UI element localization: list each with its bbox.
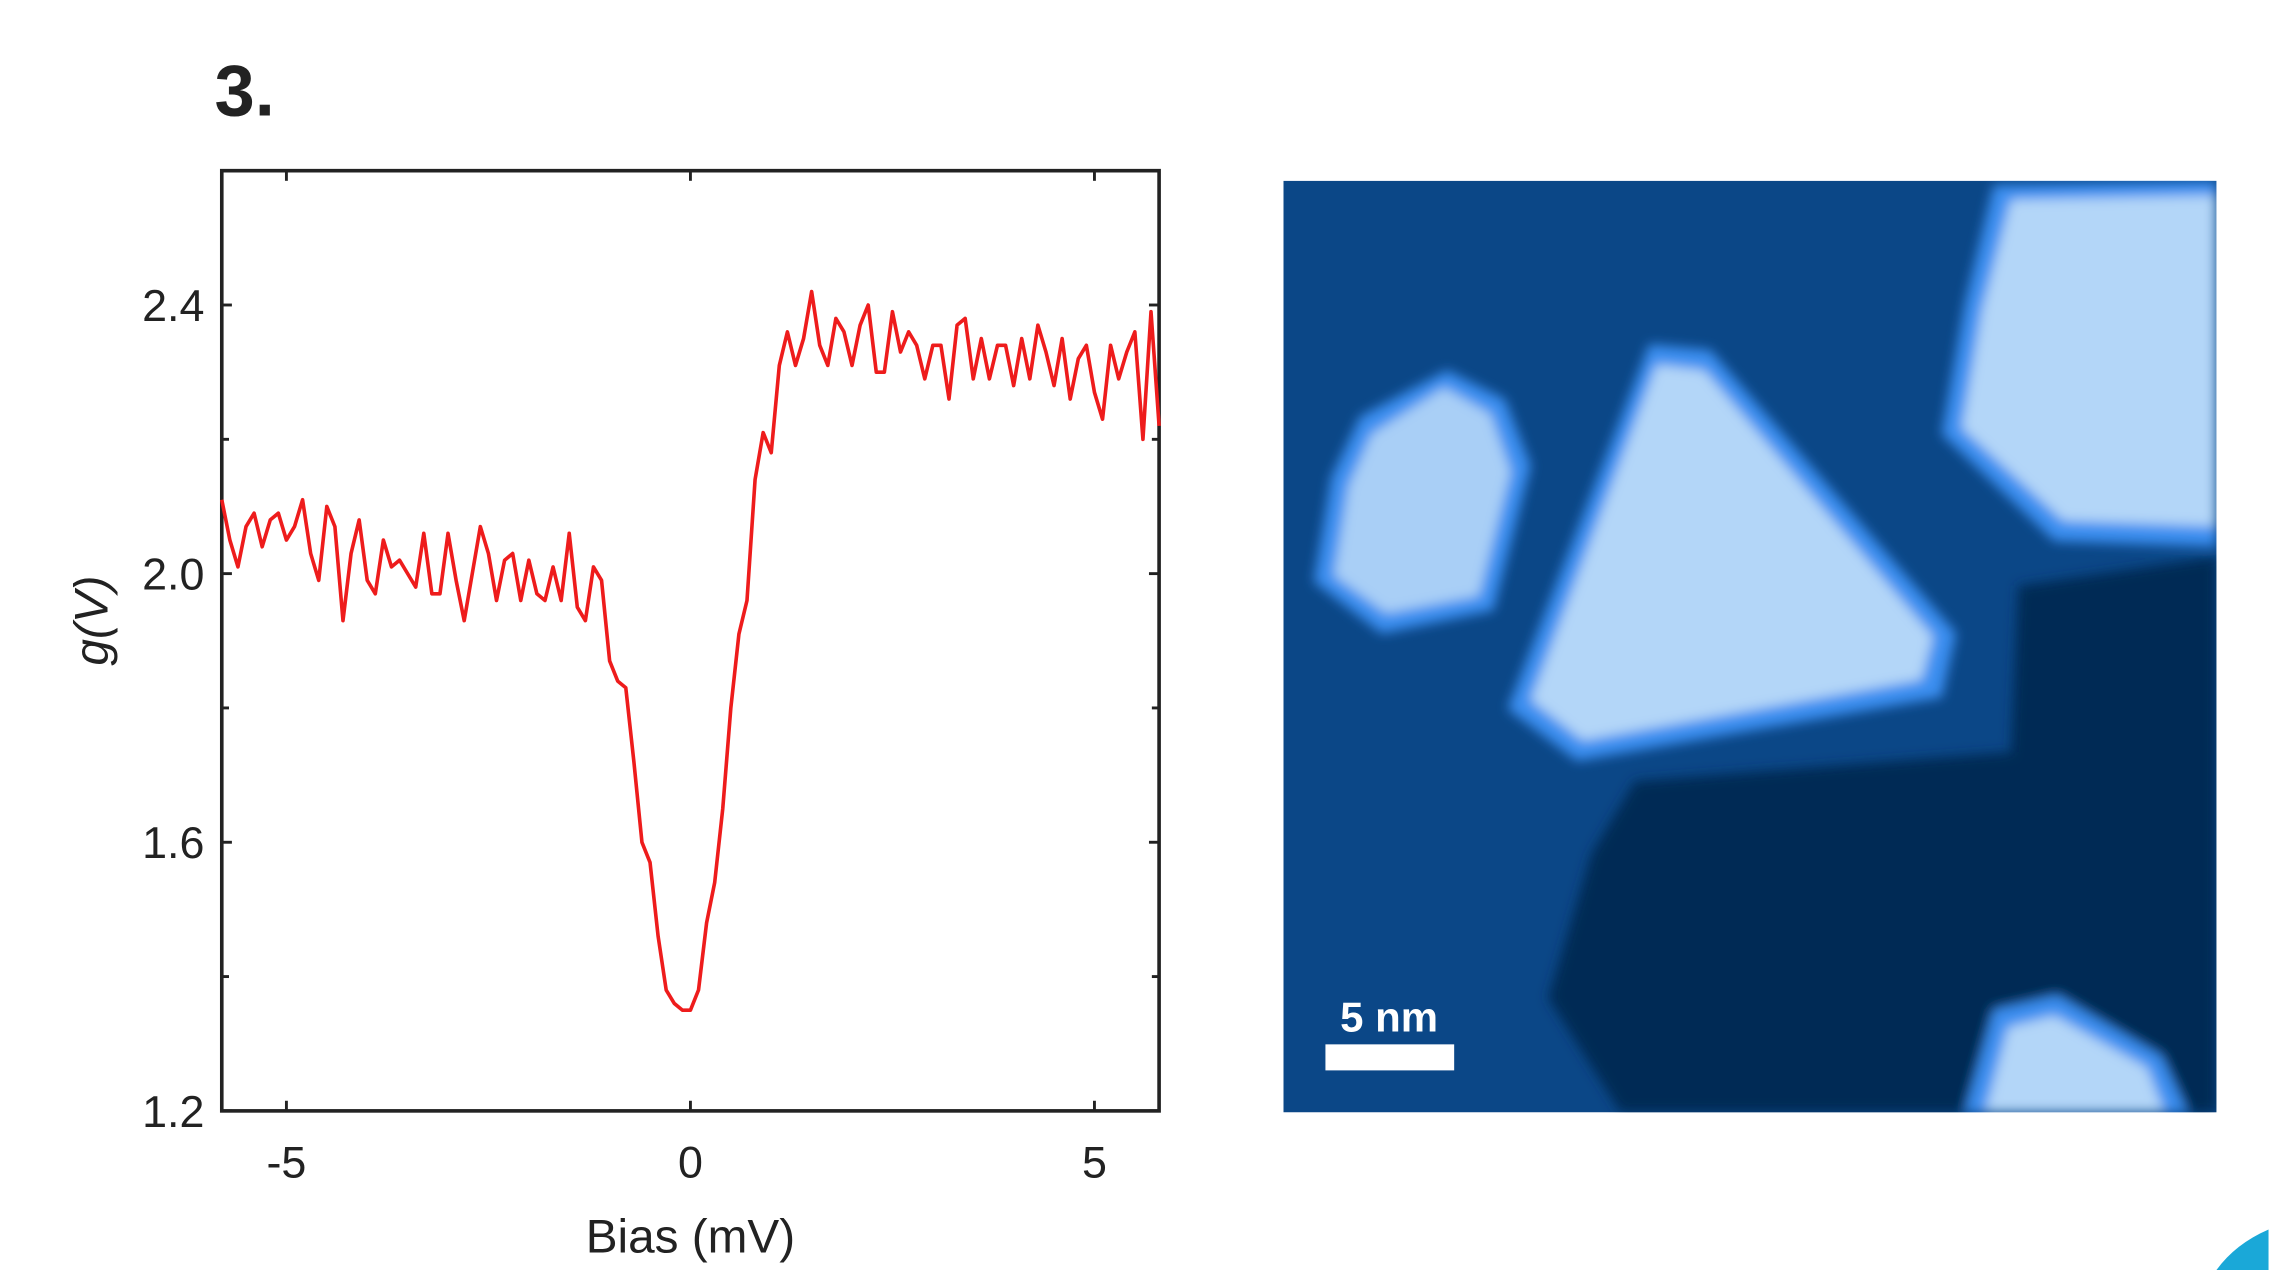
x-tick-label: 5 xyxy=(1082,1136,1107,1187)
corner-decoration xyxy=(2216,1229,2269,1270)
island xyxy=(1334,387,1511,614)
x-axis-label: Bias (mV) xyxy=(586,1211,795,1264)
data-line xyxy=(220,289,1161,1012)
panel-label: 3. xyxy=(215,52,275,132)
scale-bar-label: 5 nm xyxy=(1340,993,1438,1040)
plot: 1.2 1.6 2.0 2.4 -5 0 5 Bias (mV) g(V) xyxy=(66,168,1161,1264)
y-tick-label: 2.4 xyxy=(142,280,204,331)
y-tick-label: 1.2 xyxy=(142,1086,204,1137)
y-axis-label: g(V) xyxy=(66,575,119,665)
scale-bar xyxy=(1325,1044,1455,1071)
y-tick-label: 1.6 xyxy=(142,817,204,868)
island xyxy=(1961,195,2217,527)
x-tick-label: 0 xyxy=(678,1136,703,1187)
terrace xyxy=(1548,556,2217,1113)
island xyxy=(1530,364,1933,741)
plot-frame xyxy=(219,168,1161,1113)
stm-image: 5 nm xyxy=(1283,180,2217,1113)
y-tick-label: 2.0 xyxy=(142,549,204,600)
x-tick-label: -5 xyxy=(266,1136,306,1187)
island xyxy=(1985,1015,2165,1113)
